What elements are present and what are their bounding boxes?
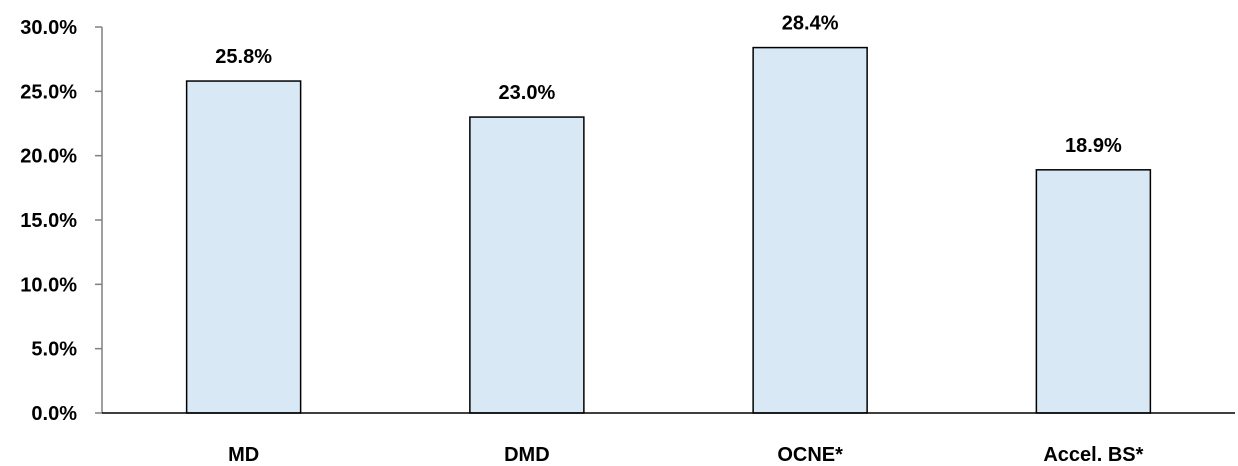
bar-ocne — [752, 46, 868, 414]
x-tick-label: Accel. BS* — [1043, 444, 1143, 466]
y-tick-label: 20.0% — [20, 146, 77, 168]
value-labels: 25.8% 23.0% 28.4% 18.9% — [215, 13, 1122, 157]
x-tick-label: OCNE* — [777, 444, 843, 466]
bar-value-label: 25.8% — [215, 46, 272, 68]
y-tick-label: 30.0% — [20, 17, 77, 39]
bar-value-label: 23.0% — [499, 82, 556, 104]
y-tick-label: 15.0% — [20, 210, 77, 232]
x-tick-label: DMD — [504, 444, 550, 466]
bar-dmd — [469, 116, 585, 414]
bars — [185, 46, 1152, 414]
y-tick-label: 25.0% — [20, 81, 77, 103]
y-axis: 0.0% 5.0% 10.0% 15.0% 20.0% 25.0% 30.0% — [20, 17, 103, 425]
bar-md — [185, 80, 302, 414]
y-tick-label: 0.0% — [31, 403, 77, 425]
bar-accel-bs — [1035, 169, 1152, 414]
x-tick-label: MD — [228, 444, 259, 466]
y-tick-label: 5.0% — [31, 339, 77, 361]
y-tick-label: 10.0% — [20, 274, 77, 296]
bar-value-label: 18.9% — [1065, 135, 1122, 157]
bar-value-label: 28.4% — [782, 13, 839, 35]
x-axis: MD DMD OCNE* Accel. BS* — [102, 412, 1235, 466]
